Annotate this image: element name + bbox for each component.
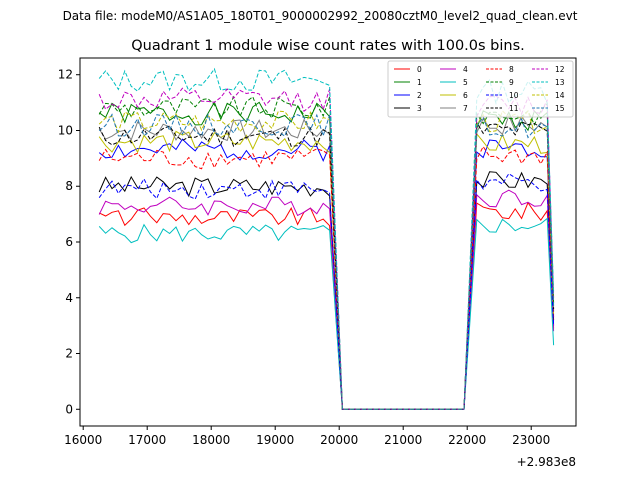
series-line-7: [98, 113, 555, 410]
legend-label-2: 2: [417, 91, 422, 100]
x-tick-label: 22000: [448, 433, 486, 447]
legend-label-3: 3: [417, 104, 422, 113]
x-tick-label: 20000: [320, 433, 358, 447]
legend-label-15: 15: [555, 104, 565, 113]
legend-label-10: 10: [509, 91, 519, 100]
series-line-5: [98, 217, 555, 410]
series-line-10: [98, 173, 555, 410]
series-line-15: [98, 113, 555, 410]
x-tick-label: 16000: [64, 433, 102, 447]
series-line-11: [98, 121, 555, 410]
x-tick-label: 17000: [128, 433, 166, 447]
y-tick-label: 10: [58, 123, 73, 137]
legend-label-14: 14: [555, 91, 565, 100]
x-offset-label: +2.983e8: [517, 455, 576, 469]
series-layer: [98, 67, 555, 410]
legend-box: [387, 60, 574, 118]
legend-label-1: 1: [417, 78, 422, 87]
legend-label-0: 0: [417, 65, 422, 74]
series-line-12: [98, 87, 555, 410]
y-tick-label: 12: [58, 68, 73, 82]
series-line-8: [98, 145, 555, 410]
x-tick-label: 23000: [512, 433, 550, 447]
legend-label-6: 6: [463, 91, 468, 100]
y-tick-label: 6: [65, 235, 73, 249]
series-line-4: [98, 189, 555, 410]
y-tick-label: 8: [65, 179, 73, 193]
y-axis: 0 2 4 6 8 10 12: [58, 68, 80, 416]
x-tick-label: 21000: [384, 433, 422, 447]
y-tick-label: 4: [65, 291, 73, 305]
chart-suptitle: Data file: modeM0/AS1A05_180T01_90000029…: [63, 9, 578, 23]
legend-label-5: 5: [463, 78, 468, 87]
series-line-14: [98, 109, 555, 410]
chart-title: Quadrant 1 module wise count rates with …: [131, 38, 525, 54]
y-tick-label: 0: [65, 402, 73, 416]
series-line-0: [98, 201, 555, 410]
series-line-9: [98, 95, 555, 410]
legend-label-11: 11: [509, 104, 519, 113]
series-line-1: [98, 101, 555, 410]
x-tick-label: 18000: [192, 433, 230, 447]
legend-label-12: 12: [555, 65, 565, 74]
series-line-3: [98, 171, 555, 410]
legend-label-8: 8: [509, 65, 514, 74]
legend-label-9: 9: [509, 78, 514, 87]
series-line-6: [98, 130, 555, 410]
legend-label-13: 13: [555, 78, 565, 87]
y-tick-label: 2: [65, 347, 73, 361]
series-line-2: [98, 138, 555, 410]
x-axis: 16000 17000 18000 19000 20000 21000 22000 23000: [64, 426, 550, 447]
x-tick-label: 19000: [256, 433, 294, 447]
legend-label-4: 4: [463, 65, 468, 74]
legend-label-7: 7: [463, 104, 468, 113]
